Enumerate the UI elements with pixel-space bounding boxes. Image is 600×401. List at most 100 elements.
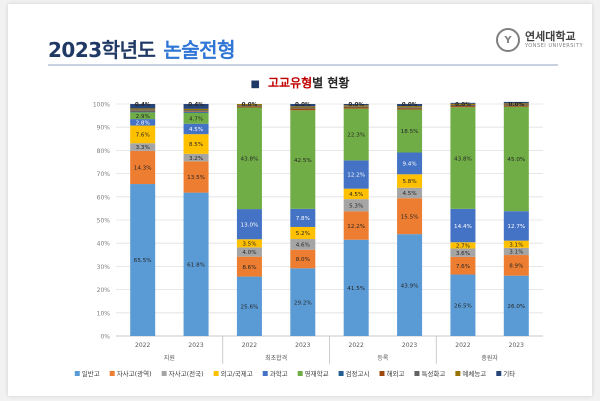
- chart-title: ■ 고교유형별 현황: [8, 74, 592, 91]
- bar-segment: [236, 247, 262, 257]
- data-label: 43.8%: [454, 156, 472, 162]
- bar-segment: [343, 106, 369, 108]
- data-label-top: 0.4%: [135, 102, 151, 108]
- data-label: 14.3%: [134, 166, 152, 172]
- x-group-label: 등록: [377, 355, 389, 362]
- bar-segment: [397, 187, 423, 199]
- bar-segment: [183, 134, 209, 154]
- legend-label: 특성화고: [421, 369, 445, 378]
- data-label: 7.6%: [456, 264, 470, 270]
- bar-segment: [397, 108, 423, 110]
- data-label: 18.5%: [401, 129, 419, 135]
- bar-segment: [503, 247, 529, 256]
- data-label: 13.5%: [187, 175, 205, 181]
- stacked-bar-chart: 0% 10% 20% 30% 40% 50% 60% 70% 80% 90% 100% 65.5% 14…: [74, 102, 543, 378]
- legend-swatch: [74, 371, 80, 376]
- data-label: 8.0%: [296, 257, 310, 263]
- bar-segment: [397, 106, 423, 108]
- data-label: 26.5%: [454, 303, 472, 309]
- bar-segment: [130, 110, 156, 112]
- data-label: 26.0%: [507, 304, 525, 310]
- chart-title-highlight: 고교유형: [267, 76, 313, 90]
- legend-label: 해외고: [387, 369, 405, 378]
- bar-segment: [503, 255, 529, 276]
- bar-segment: [343, 211, 369, 240]
- bar-segment: [130, 109, 156, 111]
- bar-segment: [343, 160, 369, 189]
- x-tick-label: 2023: [295, 342, 310, 349]
- bar-segment: [183, 161, 209, 193]
- data-label: 13.0%: [241, 222, 259, 228]
- data-label: 25.6%: [241, 305, 259, 311]
- legend-label: 검정고시: [346, 369, 370, 378]
- data-label: 5.3%: [349, 203, 363, 209]
- data-label: 45.0%: [507, 157, 525, 163]
- x-tick-label: 2022: [455, 342, 470, 349]
- bar-segment: [503, 105, 529, 107]
- y-tick-label: 60%: [97, 194, 111, 201]
- bar-segment: [236, 209, 262, 240]
- bar-segment: [450, 103, 476, 105]
- bar-segment: [130, 104, 156, 109]
- bar-segment: [130, 184, 156, 336]
- bar-segment: [236, 104, 262, 106]
- legend-swatch: [338, 371, 344, 376]
- logo-text: 연세대학교 YONSEI UNIVERSITY: [525, 30, 584, 50]
- bar-segment: [130, 108, 156, 110]
- bar-segment: [397, 174, 423, 188]
- bar-segment: [130, 150, 156, 185]
- data-label: 4.6%: [296, 243, 310, 249]
- bar-segment: [183, 153, 209, 162]
- data-label: 12.2%: [347, 173, 365, 179]
- data-label: 3.1%: [509, 242, 523, 248]
- bar-segment: [503, 211, 529, 241]
- legend-swatch: [414, 371, 420, 376]
- data-label: 3.5%: [242, 242, 256, 248]
- data-label: 4.5%: [349, 192, 363, 198]
- bar-segment: [450, 274, 476, 336]
- bar-segment: [343, 188, 369, 200]
- bar-segment: [130, 143, 156, 151]
- data-label: 7.8%: [296, 216, 310, 222]
- title-divider: [48, 64, 558, 66]
- data-label-top: 0.0%: [455, 102, 471, 108]
- data-label: 15.5%: [401, 214, 419, 220]
- bar-segment: [343, 104, 369, 106]
- data-label: 2.8%: [136, 121, 150, 127]
- bar-segment: [130, 119, 156, 126]
- bar-segment: [397, 198, 423, 235]
- data-label: 43.9%: [401, 283, 419, 289]
- data-label: 42.5%: [294, 158, 312, 164]
- bar-segment: [183, 104, 209, 109]
- data-label: 5.2%: [296, 231, 310, 237]
- y-tick-label: 40%: [97, 241, 111, 248]
- y-tick-label: 50%: [97, 218, 111, 225]
- x-tick-label: 2023: [509, 342, 524, 349]
- bar-segment: [450, 106, 476, 108]
- page-title-main: 2023학년도: [48, 38, 156, 62]
- data-label-top: 0.0%: [295, 102, 311, 108]
- page-title-accent: 논술전형: [163, 38, 235, 62]
- data-label-top: 0.0%: [402, 102, 418, 108]
- bar-segment: [397, 104, 423, 107]
- data-label: 12.2%: [347, 224, 365, 230]
- bar-segment: [290, 208, 316, 227]
- data-label: 41.5%: [347, 286, 365, 292]
- data-label: 8.9%: [509, 264, 523, 270]
- bar-segment: [236, 239, 262, 248]
- bar-segment: [290, 239, 316, 250]
- bar-segment: [236, 107, 262, 210]
- legend-swatch: [496, 371, 502, 376]
- bar-segment: [343, 108, 369, 161]
- y-tick-label: 10%: [97, 310, 111, 317]
- bar-segment: [503, 104, 529, 106]
- y-tick-label: 30%: [97, 264, 111, 271]
- x-tick-label: 2022: [135, 342, 150, 349]
- logo-subtitle: YONSEI UNIVERSITY: [525, 42, 584, 49]
- data-label: 4.5%: [189, 127, 203, 133]
- bar-segment: [290, 108, 316, 111]
- slide: 2023학년도 논술전형 Y 연세대학교 YONSEI UNIVERSITY ■ 고…: [8, 4, 592, 396]
- bar-segment: [397, 109, 423, 153]
- bar-segment: [397, 107, 423, 109]
- bar-segment: [290, 268, 316, 336]
